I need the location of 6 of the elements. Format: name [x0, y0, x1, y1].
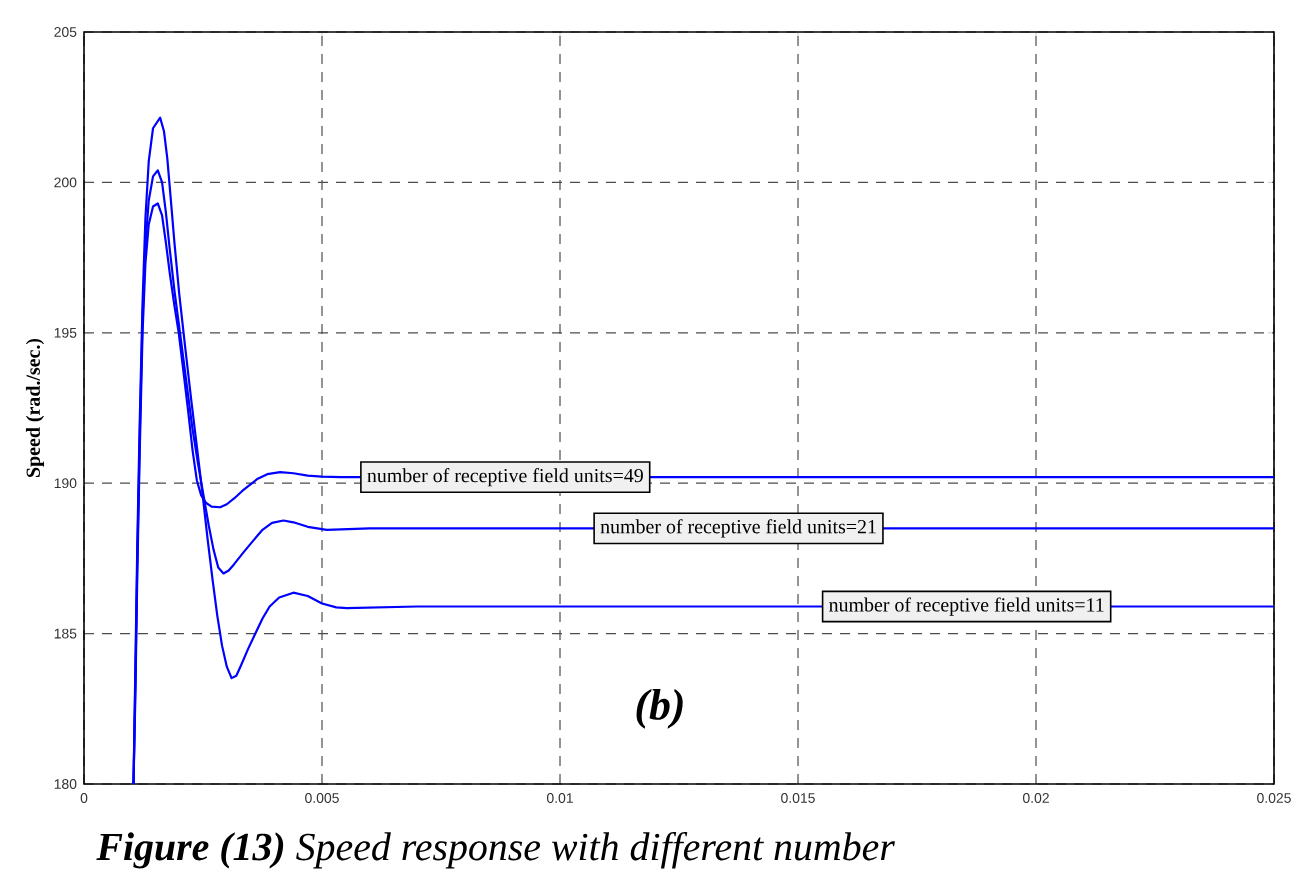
text: Figure (13) Speed response with different number: [96, 831, 895, 869]
annotation: number of receptive field units=49: [367, 468, 643, 487]
annotation: number of receptive field units=21: [600, 519, 876, 538]
annotation: number of receptive field units=11: [829, 597, 1104, 616]
annotation: (b): [636, 688, 683, 729]
y-axis-title: Speed (rad./sec.): [25, 338, 45, 477]
